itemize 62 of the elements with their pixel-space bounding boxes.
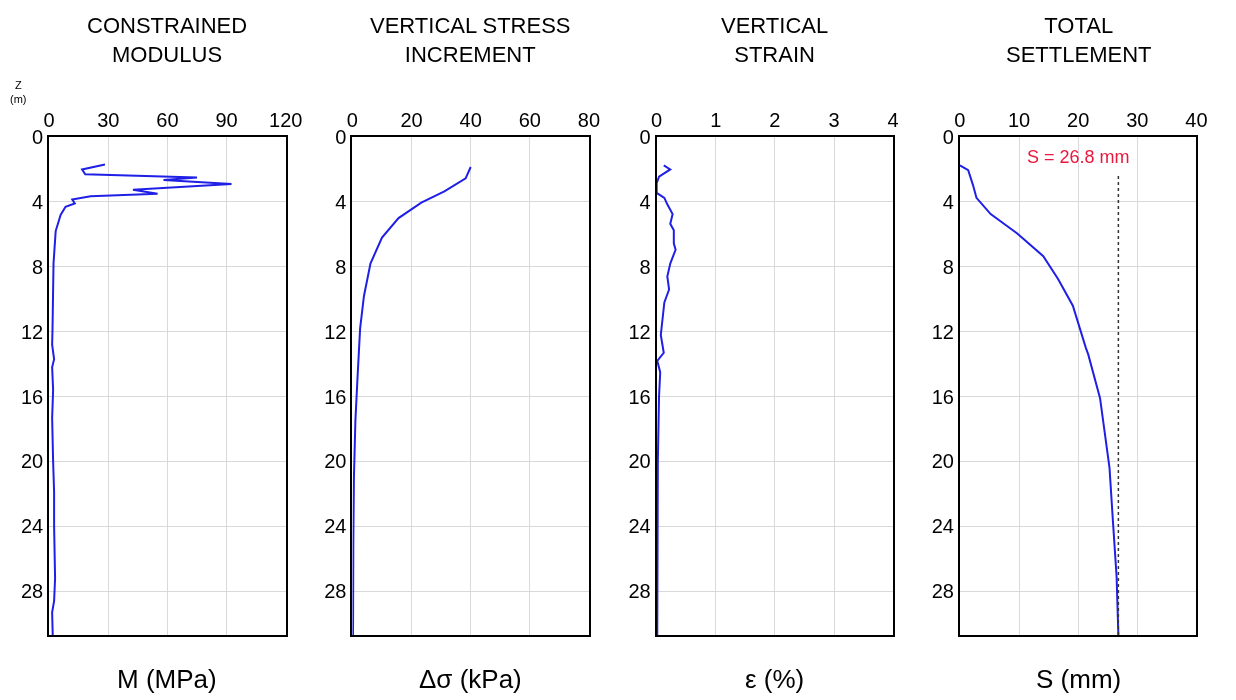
line-series — [352, 166, 472, 636]
y-tick-label: 28 — [324, 580, 347, 603]
y-tick-label: 0 — [32, 125, 44, 148]
y-tick-label: 20 — [931, 450, 954, 473]
y-tick-label: 0 — [335, 125, 347, 148]
x-tick-label: 1 — [710, 108, 722, 131]
x-tick-label: 3 — [828, 108, 840, 131]
x-tick-label: 30 — [1126, 108, 1149, 131]
line-series — [656, 164, 677, 636]
line-series — [959, 164, 1120, 636]
y-tick-label: 24 — [628, 515, 651, 538]
y-tick-label: 16 — [20, 385, 44, 408]
y-tick-label: 16 — [628, 385, 651, 408]
y-tick-label: 24 — [20, 515, 44, 538]
y-tick-label: 4 — [639, 190, 651, 213]
y-tick-label: 20 — [324, 450, 347, 473]
x-axis-title: Δσ (kPa) — [419, 664, 522, 694]
y-tick-label: 12 — [931, 320, 954, 343]
x-tick-label: 20 — [400, 108, 423, 131]
y-tick-label: 24 — [931, 515, 954, 538]
y-tick-label: 20 — [20, 450, 44, 473]
x-tick-label: 30 — [97, 108, 120, 131]
y-tick-label: 4 — [942, 190, 954, 213]
y-tick-label: 4 — [335, 190, 347, 213]
y-tick-label: 4 — [32, 190, 44, 213]
x-tick-label: 120 — [269, 108, 303, 131]
y-tick-label: 8 — [639, 255, 651, 278]
x-axis-title: M (MPa) — [117, 664, 217, 694]
y-tick-label: 20 — [628, 450, 651, 473]
x-tick-label: 90 — [215, 108, 238, 131]
x-axis-title: S (mm) — [1036, 664, 1122, 694]
x-tick-label: 80 — [577, 108, 601, 131]
y-tick-label: 8 — [942, 255, 954, 278]
y-tick-label: 12 — [20, 320, 44, 343]
x-tick-label: 40 — [1185, 108, 1208, 131]
y-tick-label: 16 — [324, 385, 347, 408]
x-tick-label: 4 — [887, 108, 899, 131]
x-tick-label: 20 — [1067, 108, 1090, 131]
y-tick-label: 8 — [32, 255, 44, 278]
y-tick-label: 12 — [628, 320, 651, 343]
ref-line-label: S = 26.8 mm — [1027, 147, 1130, 167]
x-tick-label: 60 — [156, 108, 179, 131]
x-tick-label: 10 — [1007, 108, 1031, 131]
chart-title: VERTICAL STRESS INCREMENT — [370, 13, 571, 67]
y-tick-label: 28 — [931, 580, 954, 603]
line-series — [51, 163, 233, 636]
x-tick-label: 2 — [769, 108, 781, 131]
y-tick-label: 12 — [324, 320, 347, 343]
y-tick-label: 16 — [931, 385, 954, 408]
y-tick-label: 0 — [639, 125, 651, 148]
x-tick-label: 40 — [459, 108, 482, 131]
chart-title: CONSTRAINED MODULUS — [87, 13, 248, 67]
y-tick-label: 8 — [335, 255, 347, 278]
x-axis-title: ε (%) — [745, 664, 805, 694]
y-tick-label: 28 — [20, 580, 44, 603]
chart-title: VERTICAL STRAIN — [721, 13, 829, 67]
chart-title: TOTAL SETTLEMENT — [1006, 13, 1152, 67]
y-tick-label: 24 — [324, 515, 347, 538]
y-tick-label: 0 — [942, 125, 954, 148]
y-axis-title: Z (m) — [10, 79, 27, 106]
x-tick-label: 60 — [518, 108, 541, 131]
y-tick-label: 28 — [628, 580, 651, 603]
